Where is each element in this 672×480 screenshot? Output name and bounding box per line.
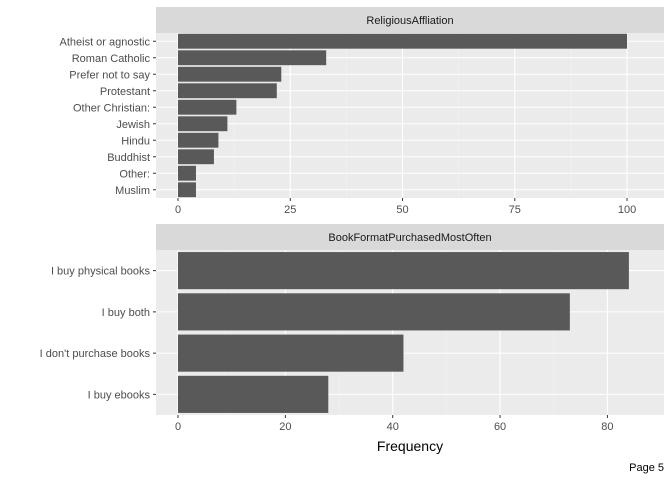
bar	[178, 334, 404, 372]
y-tick-label: Buddhist	[107, 152, 150, 164]
bar	[178, 83, 277, 99]
y-tick-label: I buy physical books	[51, 266, 151, 278]
facet-panel-2: BookFormatPurchasedMostOften 0 20 40 60 80 I b…	[40, 224, 664, 433]
page-number: Page 5	[629, 462, 664, 474]
facet-panel-1: ReligiousAffliation 0 25 50 75 100 Atheist or …	[60, 7, 664, 216]
x-tick-label: 20	[279, 421, 291, 433]
y-tick-label: Other Christian:	[73, 102, 150, 114]
x-tick-label: 0	[175, 204, 181, 216]
bar	[178, 182, 196, 198]
x-tick-label: 60	[494, 421, 506, 433]
bar	[178, 66, 282, 82]
y-tick-label: Other:	[119, 168, 150, 180]
bar	[178, 375, 329, 413]
x-tick-label: 50	[396, 204, 408, 216]
strip-background	[156, 7, 664, 33]
x-tick-label: 25	[284, 204, 296, 216]
strip-title: ReligiousAffliation	[366, 15, 453, 27]
strip-title: BookFormatPurchasedMostOften	[328, 232, 491, 244]
bar	[178, 116, 228, 132]
y-tick-label: Roman Catholic	[72, 53, 151, 65]
bar	[178, 293, 570, 331]
x-axis-title: Frequency	[377, 438, 443, 454]
x-tick-label: 80	[601, 421, 613, 433]
y-tick-label: Muslim	[115, 185, 150, 197]
y-tick-label: I buy ebooks	[88, 389, 151, 401]
x-tick-label: 75	[509, 204, 521, 216]
y-tick-label: Atheist or agnostic	[60, 36, 151, 48]
y-tick-label: Prefer not to say	[69, 69, 150, 81]
x-tick-label: 0	[175, 421, 181, 433]
bar	[178, 99, 237, 115]
y-tick-label: I don't purchase books	[40, 348, 151, 360]
bar	[178, 252, 629, 290]
x-tick-label: 40	[387, 421, 399, 433]
bar	[178, 33, 628, 49]
bar	[178, 50, 327, 66]
y-tick-label: Hindu	[121, 135, 150, 147]
y-tick-label: I buy both	[102, 307, 150, 319]
bar	[178, 132, 219, 148]
bar	[178, 149, 214, 165]
x-tick-label: 100	[618, 204, 636, 216]
facet-panels: ReligiousAffliation 0 25 50 75 100 Atheist or …	[40, 7, 664, 433]
y-tick-label: Protestant	[100, 86, 150, 98]
y-tick-label: Jewish	[116, 119, 150, 131]
strip-background	[156, 224, 664, 250]
bar	[178, 165, 196, 181]
